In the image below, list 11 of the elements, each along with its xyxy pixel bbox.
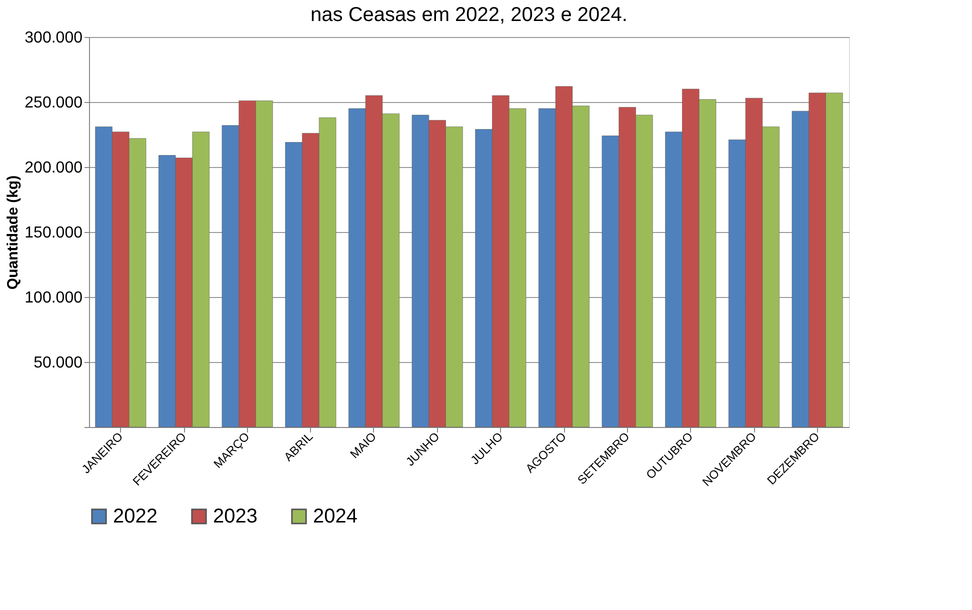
chart-title: nas Ceasas em 2022, 2023 e 2024. [310, 4, 628, 26]
y-tick-label: 50.000 [34, 354, 83, 372]
y-tick-label: 200.000 [24, 160, 83, 176]
y-axis-title: Quantidade (kg) [4, 175, 22, 290]
y-tick-label: 250.000 [24, 94, 83, 112]
legend-label: 2022 [113, 505, 158, 528]
legend-label: 2023 [213, 505, 258, 528]
y-tick-label: 150.000 [24, 224, 83, 242]
y-tick-label: 300.000 [24, 30, 83, 46]
y-tick-label: 100.000 [24, 290, 83, 306]
legend-label: 2024 [313, 505, 358, 528]
